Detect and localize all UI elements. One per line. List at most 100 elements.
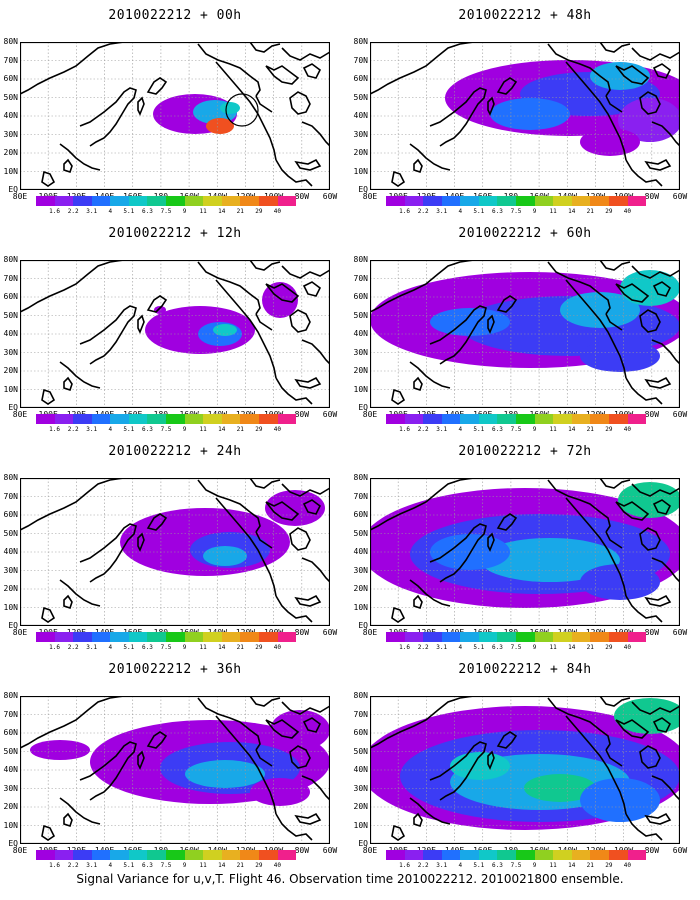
latitude-label: 10N xyxy=(3,820,18,830)
variance-shading xyxy=(120,490,325,576)
coastline xyxy=(146,731,168,749)
coastline xyxy=(215,279,277,379)
latitude-label: 50N xyxy=(353,528,368,538)
colorbar-label: 3.1 xyxy=(436,644,448,651)
coastline xyxy=(651,121,680,147)
colorbar-label: 3.1 xyxy=(436,426,448,433)
latitude-label: 30N xyxy=(353,129,368,139)
colorbar-label: 9 xyxy=(532,644,537,651)
colorbar-label: 29 xyxy=(255,208,263,215)
colorbar-label: 21 xyxy=(586,426,594,433)
coastline xyxy=(370,42,475,95)
colorbar-swatch xyxy=(73,850,92,860)
colorbar-label: 3.1 xyxy=(86,208,98,215)
panel-title: 2010022212 + 48h xyxy=(458,8,592,23)
coastline xyxy=(496,513,518,531)
coastline xyxy=(599,42,631,53)
latitude-label: 20N xyxy=(353,802,368,811)
coastline xyxy=(79,87,137,147)
colorbar-label: 3.1 xyxy=(86,862,98,869)
colorbar-label: 9 xyxy=(532,208,537,215)
coastline xyxy=(429,87,487,147)
colorbar-swatch xyxy=(423,632,442,642)
map-panel: 2010022212 + 84h 80N 70N 60N 50N 40N 30N 20N 10N… xyxy=(350,654,700,872)
colorbar-swatch xyxy=(221,196,241,206)
colorbar-swatch xyxy=(478,632,498,642)
colorbar-swatch xyxy=(36,632,55,642)
coastline xyxy=(289,309,311,333)
coastline xyxy=(63,376,73,392)
map-frame xyxy=(20,478,330,626)
colorbar-swatch xyxy=(258,632,278,642)
coastline xyxy=(197,479,261,533)
colorbar-labels: 1.6 2.2 3.1 4 5.1 6.3 7.5 9 11 14 21 29 40 xyxy=(36,644,296,652)
coastline xyxy=(63,158,73,174)
colorbar-swatch xyxy=(553,850,572,860)
graticule xyxy=(20,42,330,190)
colorbar-label: 2.2 xyxy=(417,426,429,433)
colorbar-label: 11 xyxy=(199,426,207,433)
colorbar-swatch xyxy=(91,632,111,642)
coastline xyxy=(651,775,680,801)
colorbar-swatch xyxy=(36,196,55,206)
longitude-label: 80E xyxy=(362,628,378,637)
colorbar-label: 21 xyxy=(586,208,594,215)
map-plot: 80N70N60N50N40N30N20N10NEQ80E100E120E140… xyxy=(354,691,688,855)
coastline xyxy=(625,377,663,405)
colorbar-swatch xyxy=(73,196,92,206)
coastline xyxy=(599,696,631,707)
coastlines xyxy=(20,478,330,623)
coastline xyxy=(615,719,650,739)
colorbar-swatch xyxy=(184,196,204,206)
colorbar-swatch xyxy=(423,196,442,206)
coastline xyxy=(301,121,330,147)
colorbar-swatch xyxy=(258,196,278,206)
coastline xyxy=(644,158,672,171)
map-panels: 2010022212 + 00h 80N 70N 60N 50N 40N 30N 20N 10N… xyxy=(3,8,700,872)
colorbar-swatch xyxy=(516,414,535,424)
colorbar-label: 7.5 xyxy=(160,426,172,433)
colorbar-label: 21 xyxy=(236,426,244,433)
colorbar-swatch xyxy=(590,414,609,424)
coastline xyxy=(255,749,273,767)
latitude-label: EQ xyxy=(8,621,18,630)
longitude-label: 60W xyxy=(322,192,338,201)
colorbar-label: 29 xyxy=(605,862,613,869)
coastline xyxy=(651,339,680,365)
coastline xyxy=(409,143,451,171)
colorbar-label: 21 xyxy=(236,644,244,651)
coastline xyxy=(413,158,423,174)
colorbar-label: 7.5 xyxy=(510,862,522,869)
variance-contour xyxy=(490,98,570,130)
coastline xyxy=(409,797,451,825)
coastline xyxy=(652,63,672,79)
coastline xyxy=(496,77,518,95)
longitude-label: 80E xyxy=(362,192,378,201)
latitude-label: EQ xyxy=(358,185,368,194)
variance-shading xyxy=(30,710,330,806)
colorbar-swatch xyxy=(128,414,148,424)
colorbar-swatch xyxy=(441,196,461,206)
coastline xyxy=(370,696,475,749)
colorbar-swatch xyxy=(258,850,278,860)
colorbar-swatch xyxy=(608,414,628,424)
coastline xyxy=(281,483,330,497)
variance-contour xyxy=(250,778,310,806)
latitude-label: 60N xyxy=(353,510,368,519)
longitude-label: 80E xyxy=(362,846,378,855)
coastline xyxy=(413,812,423,828)
colorbar-swatch xyxy=(386,850,405,860)
coastline xyxy=(137,96,145,116)
colorbar-swatch xyxy=(627,632,647,642)
coastline xyxy=(370,478,475,531)
colorbar-swatch xyxy=(386,632,405,642)
latitude-label: 40N xyxy=(3,111,18,120)
colorbar-label: 4 xyxy=(108,208,113,215)
coastline xyxy=(391,824,406,841)
colorbar-swatch xyxy=(166,850,185,860)
colorbar-label: 3.1 xyxy=(436,862,448,869)
colorbar-swatch xyxy=(627,850,647,860)
latitude-label: 70N xyxy=(353,709,368,719)
longitude-label: 80W xyxy=(294,192,310,201)
coastline xyxy=(615,65,650,85)
